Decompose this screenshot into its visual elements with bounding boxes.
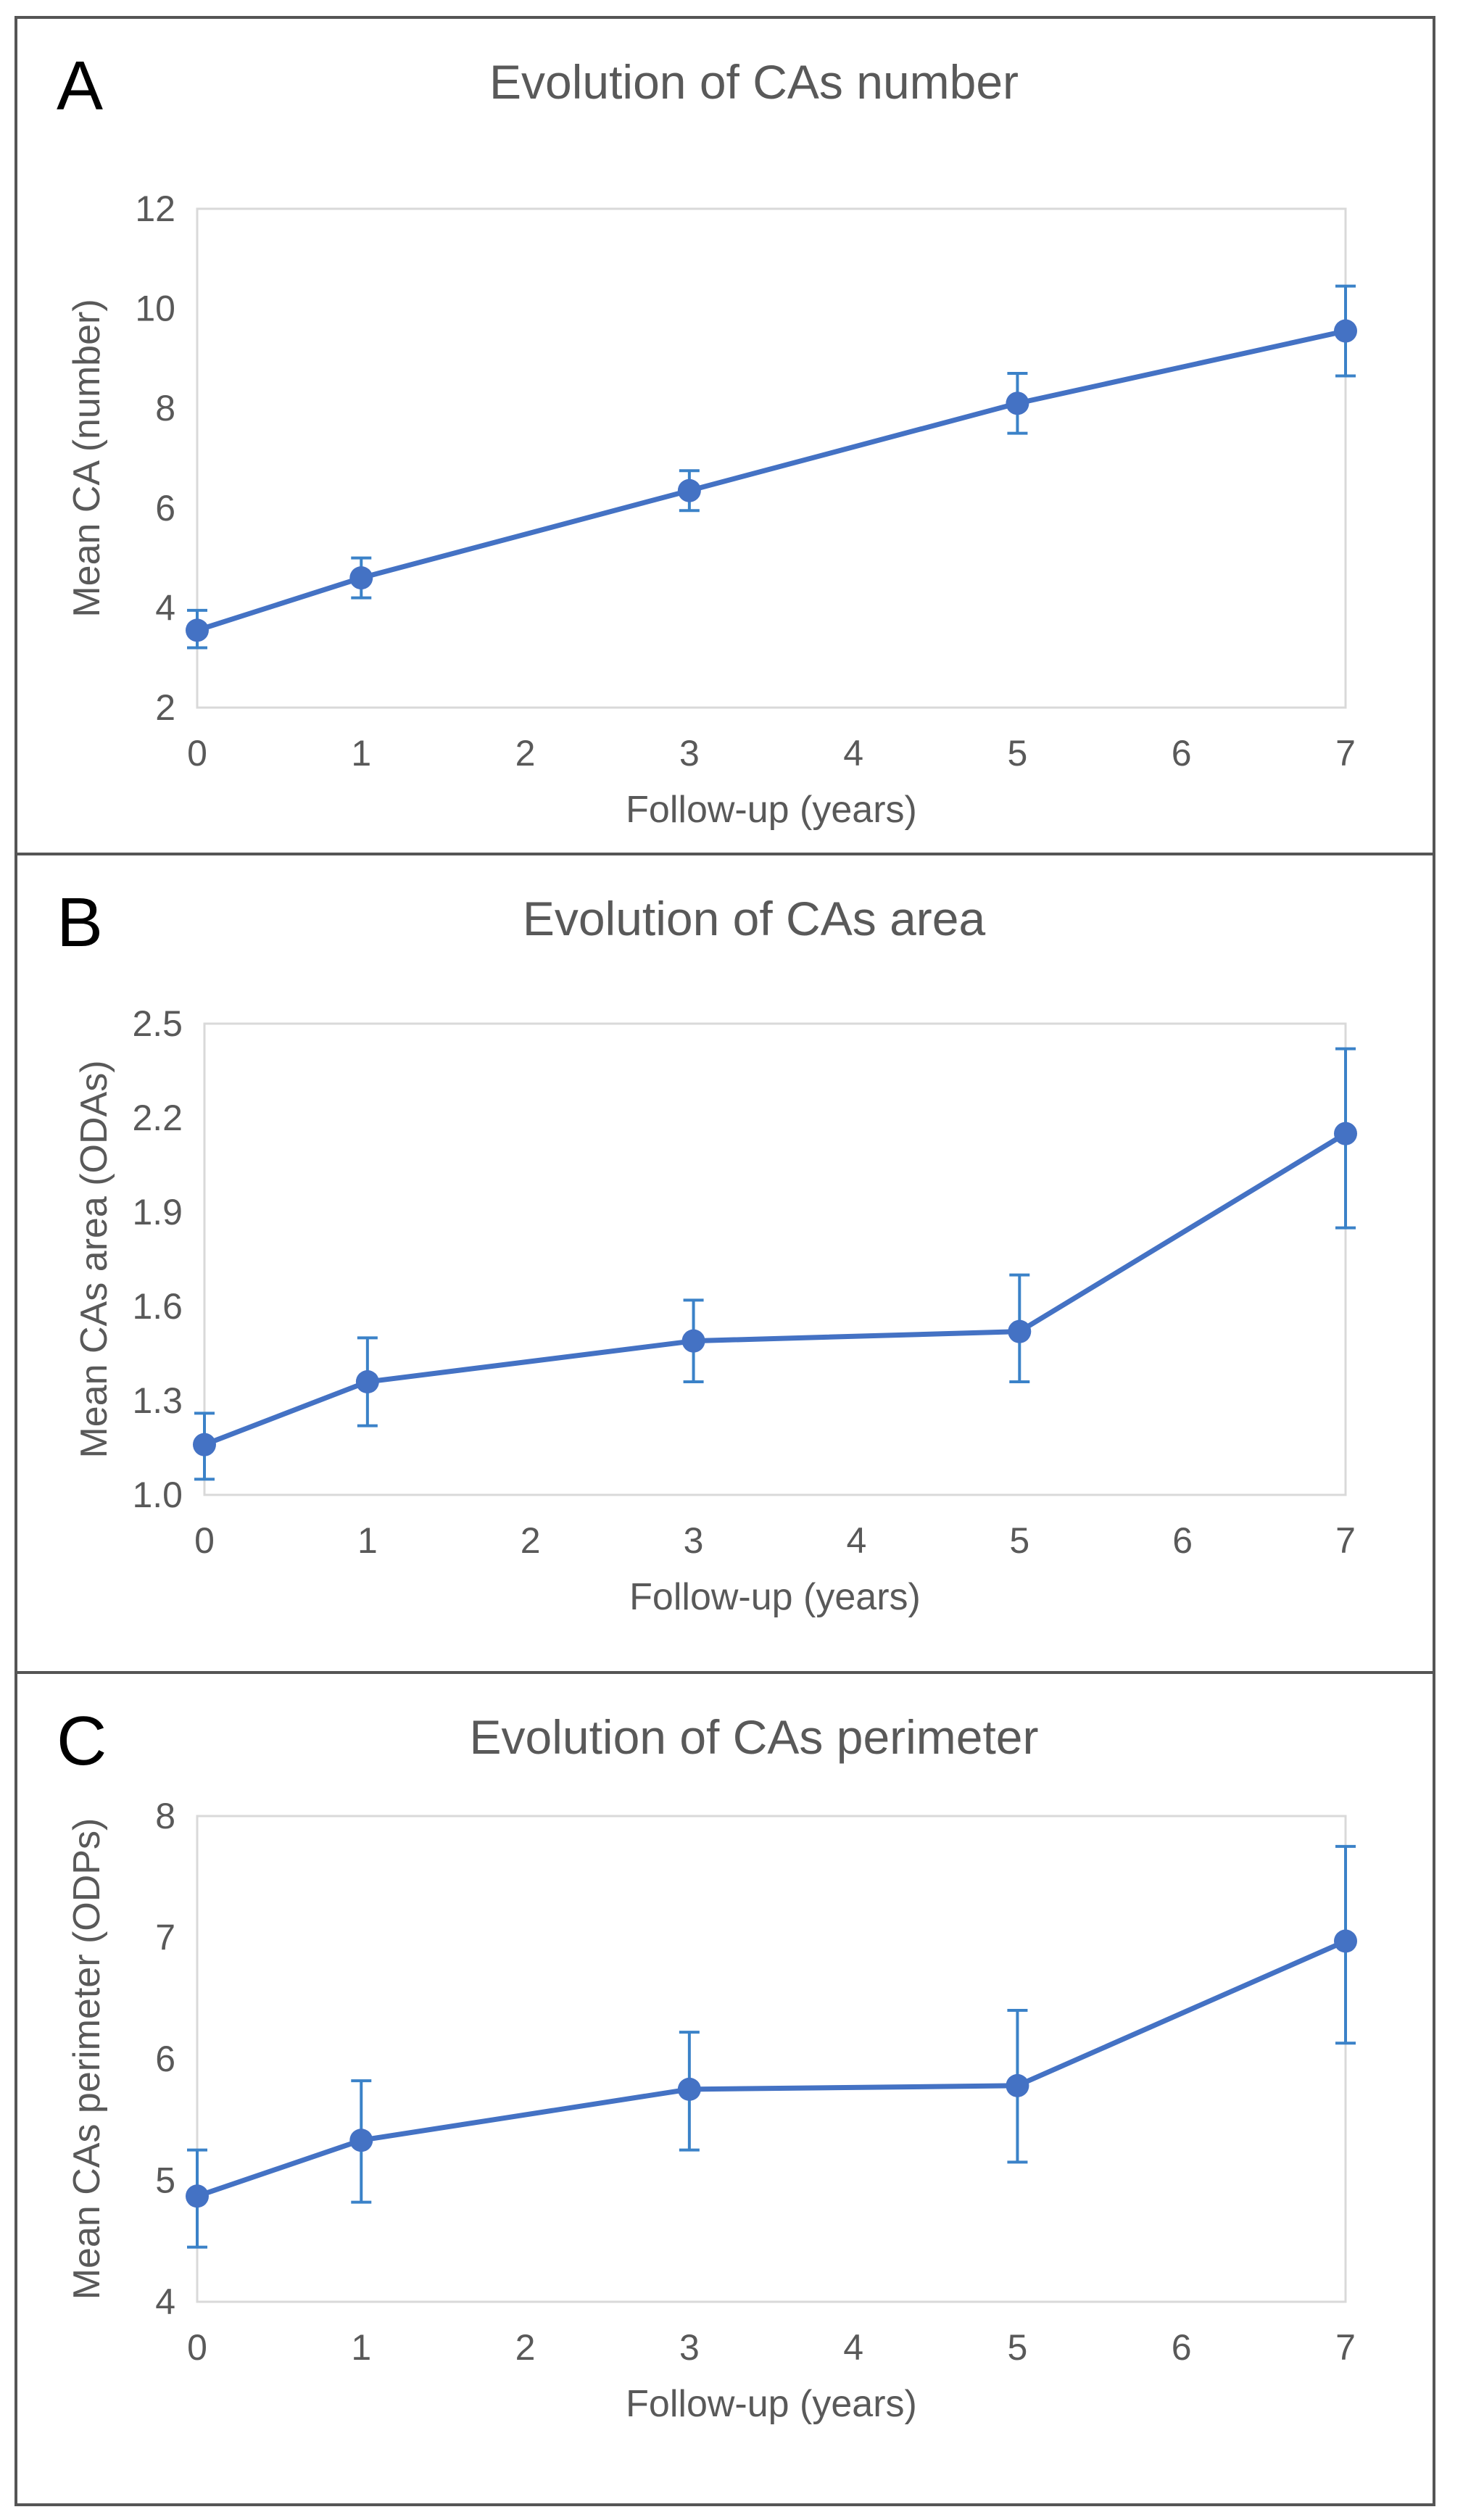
x-tick-label: 0	[187, 733, 207, 774]
x-axis-label: Follow-up (years)	[626, 2383, 917, 2425]
data-point	[193, 1433, 216, 1456]
series-line	[203, 1131, 1347, 1447]
data-point	[677, 2077, 701, 2101]
x-tick-label: 4	[847, 1520, 867, 1561]
panel-letter: C	[57, 1702, 107, 1780]
y-axis-label: Mean CA (number)	[66, 299, 108, 617]
data-point	[1334, 1929, 1357, 1953]
x-axis-label: Follow-up (years)	[626, 789, 917, 831]
y-tick-label: 12	[135, 188, 175, 229]
x-tick-label: 7	[1335, 1520, 1356, 1561]
y-tick-label: 4	[155, 2281, 175, 2322]
x-tick-label: 7	[1335, 2327, 1356, 2368]
x-tick-label: 3	[679, 733, 700, 774]
y-tick-label: 2.5	[132, 1003, 183, 1044]
x-tick-label: 5	[1008, 733, 1028, 774]
x-tick-label: 3	[684, 1520, 704, 1561]
x-axis-label: Follow-up (years)	[629, 1576, 921, 1618]
x-tick-label: 3	[679, 2327, 700, 2368]
x-tick-label: 7	[1335, 733, 1356, 774]
x-tick-label: 1	[357, 1520, 378, 1561]
data-point	[1008, 1319, 1032, 1343]
y-tick-label: 10	[135, 289, 175, 329]
plot-area	[196, 1815, 1347, 2303]
chart-c: Evolution of CAs perimeter 4 5 6 7 8 0 1 2 3 4 5 6 7 F…	[66, 1710, 1357, 2425]
x-tick-label: 5	[1008, 2327, 1028, 2368]
panel-letter: A	[57, 47, 104, 125]
data-point	[1006, 391, 1029, 415]
x-tick-label: 5	[1009, 1520, 1029, 1561]
x-tick-label: 6	[1172, 2327, 1192, 2368]
data-point	[677, 478, 701, 502]
x-tick-label: 2	[515, 733, 536, 774]
data-point	[1334, 1122, 1357, 1145]
y-tick-label: 1.9	[132, 1192, 183, 1232]
series-line	[196, 1939, 1347, 2199]
data-point	[349, 566, 373, 590]
x-tick-label: 2	[515, 2327, 536, 2368]
x-tick-label: 6	[1172, 733, 1192, 774]
y-tick-label: 2	[155, 687, 175, 728]
panel-a: A Evolution of CAs number 2 4 6 8 10 12 0 1 2 3 4 5 6…	[14, 16, 1435, 855]
y-tick-label: 6	[155, 2039, 175, 2079]
y-axis-label: Mean CAs perimeter (ODPs)	[66, 1818, 108, 2300]
y-tick-label: 1.6	[132, 1286, 183, 1327]
y-tick-label: 8	[155, 388, 175, 428]
x-tick-label: 4	[843, 2327, 863, 2368]
data-point	[186, 618, 209, 642]
plot-area	[203, 1022, 1347, 1496]
plot-area	[196, 207, 1347, 709]
chart-title: Evolution of CAs area	[523, 892, 986, 945]
y-tick-label: 6	[155, 488, 175, 529]
x-tick-label: 0	[187, 2327, 207, 2368]
y-tick-label: 7	[155, 1918, 175, 1958]
x-tick-label: 0	[194, 1520, 215, 1561]
y-tick-label: 4	[155, 587, 175, 628]
x-tick-label: 6	[1172, 1520, 1193, 1561]
y-tick-label: 1.0	[132, 1475, 183, 1515]
x-tick-label: 1	[351, 2327, 371, 2368]
data-point	[186, 2184, 209, 2208]
y-tick-label: 2.2	[132, 1098, 183, 1138]
y-tick-label: 1.3	[132, 1380, 183, 1421]
panel-c: C Evolution of CAs perimeter 4 5 6 7 8 0 1 2 3 4 5 6…	[14, 1671, 1435, 2506]
x-tick-label: 4	[843, 733, 863, 774]
data-point	[1006, 2073, 1029, 2097]
x-tick-label: 1	[351, 733, 371, 774]
chart-b: Evolution of CAs area 1.0 1.3 1.6 1.9 2.2 2.5 0…	[73, 892, 1357, 1618]
y-axis-label: Mean CAs area (ODAs)	[73, 1060, 115, 1458]
panel-letter: B	[57, 884, 104, 961]
data-point	[681, 1329, 705, 1353]
data-point	[355, 1370, 379, 1393]
y-tick-label: 5	[155, 2160, 175, 2201]
data-point	[1334, 319, 1357, 343]
chart-title: Evolution of CAs number	[489, 55, 1019, 109]
y-tick-label: 8	[155, 1796, 175, 1836]
x-tick-label: 2	[521, 1520, 541, 1561]
panel-b: B Evolution of CAs area 1.0 1.3 1.6 1.9 2.2 2.…	[14, 853, 1435, 1674]
chart-title: Evolution of CAs perimeter	[469, 1710, 1038, 1764]
data-point	[349, 2129, 373, 2152]
